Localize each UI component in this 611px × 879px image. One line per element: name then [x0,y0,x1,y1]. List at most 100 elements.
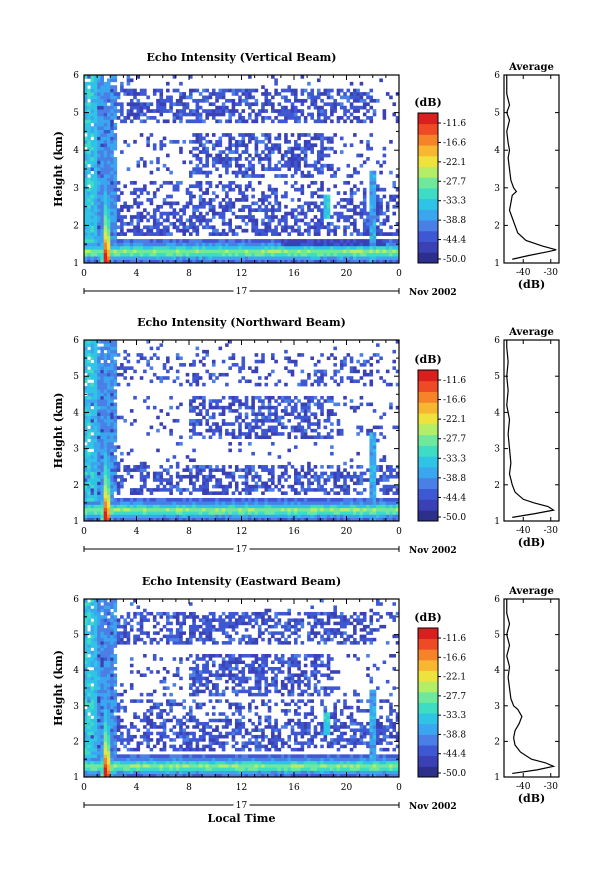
heatmap-cell [202,198,206,202]
heatmap-cell [294,406,298,410]
heatmap-cell [310,242,314,246]
heatmap-cell [114,195,118,199]
heatmap-cell [327,147,331,151]
heatmap-cell [219,426,223,430]
heatmap-cell [176,184,180,188]
heatmap-cell [366,256,370,260]
heatmap-cell [264,208,268,212]
heatmap-cell [114,449,118,453]
y-tick-label: 2 [73,221,79,231]
heatmap-cell [215,491,219,495]
heatmap-cell [379,239,383,243]
heatmap-cell [235,119,239,123]
heatmap-cell [189,435,193,439]
heatmap-cell [238,412,242,416]
heatmap-cell [274,360,278,364]
heatmap-cell [340,215,344,219]
heatmap-cell [251,137,255,141]
heatmap-cell [209,426,213,430]
heatmap-cell [366,219,370,223]
heatmap-cell [238,511,242,515]
heatmap-cell [261,119,265,123]
heatmap-cell [182,246,186,250]
heatmap-cell [264,137,268,141]
heatmap-cell [392,246,396,250]
heatmap-cell [251,253,255,257]
heatmap-cell [97,363,101,367]
heatmap-cell [284,89,288,93]
heatmap-cell [225,184,229,188]
heatmap-cell [268,188,272,192]
heatmap-cell [278,396,282,400]
heatmap-cell [317,505,321,509]
heatmap-cell [360,215,364,219]
heatmap-cell [310,514,314,518]
heatmap-cell [209,256,213,260]
heatmap-cell [274,174,278,178]
heatmap-cell [301,102,305,106]
heatmap-cell [297,119,301,123]
heatmap-cell [225,475,229,479]
heatmap-cell [189,419,193,423]
heatmap-cell [94,511,98,515]
heatmap-cell [271,256,275,260]
heatmap-cell [350,406,354,410]
heatmap-cell [307,239,311,243]
heatmap-cell [297,246,301,250]
heatmap-cell [189,256,193,260]
heatmap-cell [369,435,373,439]
heatmap-cell [320,195,324,199]
heatmap-cell [297,475,301,479]
heatmap-cell [343,508,347,512]
heatmap-cell [215,399,219,403]
heatmap-cell [274,498,278,502]
heatmap-cell [212,412,216,416]
heatmap-cell [379,78,383,82]
heatmap-cell [150,160,154,164]
heatmap-cell [222,242,226,246]
heatmap-cell [163,225,167,229]
heatmap-cell [153,215,157,219]
heatmap-cell [310,482,314,486]
heatmap-cell [350,246,354,250]
heatmap-cell [100,403,104,407]
heatmap-cell [281,399,285,403]
heatmap-cell [347,198,351,202]
heatmap-cell [278,501,282,505]
heatmap-cell [179,488,183,492]
heatmap-cell [330,465,334,469]
heatmap-cell [373,184,377,188]
heatmap-cell [97,455,101,459]
heatmap-cell [212,164,216,168]
heatmap-cell [87,229,91,233]
heatmap-cell [196,514,200,518]
heatmap-cell [94,89,98,93]
colorbar-tick-label: -38.8 [443,216,466,226]
heatmap-cell [87,89,91,93]
heatmap-cell [251,429,255,433]
heatmap-cell [94,514,98,518]
heatmap-cell [363,119,367,123]
heatmap-cell [320,435,324,439]
heatmap-cell [209,498,213,502]
heatmap-cell [245,184,249,188]
heatmap-cell [383,109,387,113]
heatmap-cell [150,253,154,257]
heatmap-cell [97,409,101,413]
heatmap-cell [87,429,91,433]
heatmap-cell [110,102,114,106]
heatmap-cell [294,171,298,175]
heatmap-cell [369,225,373,229]
heatmap-cell [363,360,367,364]
heatmap-cell [353,109,357,113]
heatmap-cell [373,475,377,479]
heatmap-cell [133,468,137,472]
heatmap-cell [114,432,118,436]
heatmap-cell [301,109,305,113]
heatmap-cell [294,89,298,93]
heatmap-cell [169,239,173,243]
heatmap-cell [255,514,259,518]
heatmap-cell [297,472,301,476]
heatmap-cell [258,208,262,212]
heatmap-cell [156,222,160,226]
